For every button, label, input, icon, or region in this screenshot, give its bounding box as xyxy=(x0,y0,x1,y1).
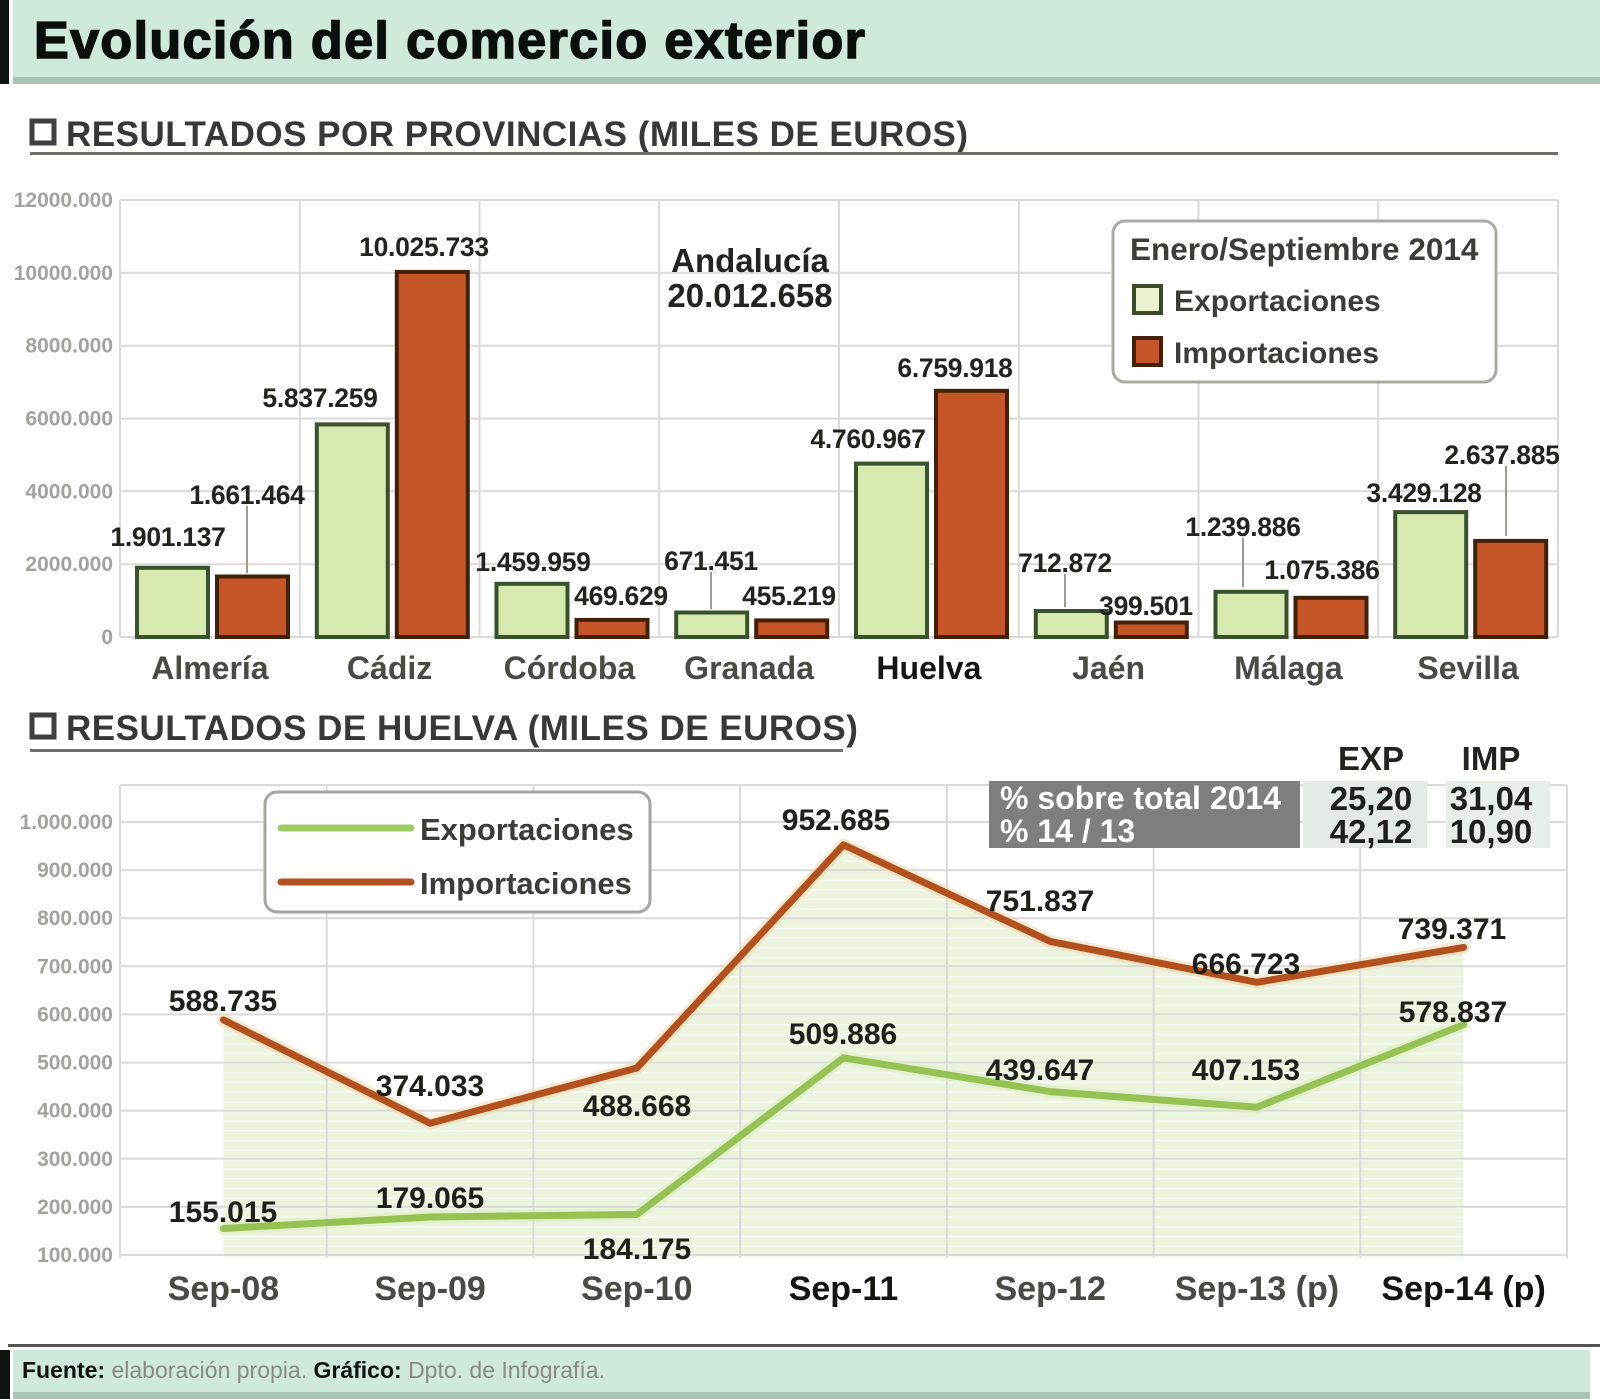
svg-text:739.371: 739.371 xyxy=(1398,913,1506,946)
svg-text:700.000: 700.000 xyxy=(37,955,113,978)
svg-text:4.760.967: 4.760.967 xyxy=(810,424,925,454)
svg-text:1.075.386: 1.075.386 xyxy=(1264,555,1379,585)
svg-text:Fuente: elaboración propia. Gr: Fuente: elaboración propia. Gráfico: Dpt… xyxy=(22,1357,605,1383)
svg-text:42,12: 42,12 xyxy=(1330,813,1413,850)
svg-text:439.647: 439.647 xyxy=(986,1054,1094,1087)
svg-text:374.033: 374.033 xyxy=(376,1070,484,1103)
svg-text:Granada: Granada xyxy=(684,650,814,686)
svg-text:Cádiz: Cádiz xyxy=(347,650,432,686)
svg-text:600.000: 600.000 xyxy=(37,1003,113,1026)
svg-text:200.000: 200.000 xyxy=(37,1196,113,1219)
svg-text:500.000: 500.000 xyxy=(37,1052,113,1075)
svg-text:666.723: 666.723 xyxy=(1192,948,1300,981)
svg-text:952.685: 952.685 xyxy=(782,804,890,837)
svg-text:578.837: 578.837 xyxy=(1399,996,1507,1029)
svg-text:469.629: 469.629 xyxy=(574,581,668,611)
svg-text:2.637.885: 2.637.885 xyxy=(1444,440,1559,470)
svg-text:Sep-09: Sep-09 xyxy=(374,1270,486,1308)
svg-text:1.239.886: 1.239.886 xyxy=(1185,512,1300,542)
svg-text:399.501: 399.501 xyxy=(1099,591,1193,621)
svg-text:Sep-08: Sep-08 xyxy=(168,1270,280,1308)
svg-text:% 14 / 13: % 14 / 13 xyxy=(1000,813,1135,849)
svg-text:455.219: 455.219 xyxy=(742,581,836,611)
svg-text:RESULTADOS POR PROVINCIAS (MIL: RESULTADOS POR PROVINCIAS (MILES DE EURO… xyxy=(66,115,969,154)
svg-text:Evolución del comercio exterio: Evolución del comercio exterior xyxy=(34,12,866,70)
svg-text:Huelva: Huelva xyxy=(876,650,981,686)
svg-text:31,04: 31,04 xyxy=(1450,780,1533,817)
svg-text:Exportaciones: Exportaciones xyxy=(1174,285,1381,318)
svg-text:100.000: 100.000 xyxy=(37,1244,113,1267)
svg-text:12000.000: 12000.000 xyxy=(14,189,113,212)
svg-text:Almería: Almería xyxy=(151,650,269,686)
svg-text:1.000.000: 1.000.000 xyxy=(20,811,113,834)
svg-text:588.735: 588.735 xyxy=(169,985,277,1018)
svg-text:EXP: EXP xyxy=(1338,740,1404,777)
svg-text:Importaciones: Importaciones xyxy=(1174,337,1379,370)
svg-text:Sep-12: Sep-12 xyxy=(994,1270,1106,1308)
svg-text:10.025.733: 10.025.733 xyxy=(359,232,489,262)
svg-text:300.000: 300.000 xyxy=(37,1148,113,1171)
svg-text:5.837.259: 5.837.259 xyxy=(262,383,377,413)
svg-text:3.429.128: 3.429.128 xyxy=(1366,478,1481,508)
svg-text:488.668: 488.668 xyxy=(583,1090,691,1123)
svg-text:Jaén: Jaén xyxy=(1072,650,1145,686)
svg-text:509.886: 509.886 xyxy=(789,1018,897,1051)
svg-text:Exportaciones: Exportaciones xyxy=(420,812,634,847)
svg-text:10000.000: 10000.000 xyxy=(14,262,113,285)
svg-text:4000.000: 4000.000 xyxy=(25,480,113,503)
svg-text:2000.000: 2000.000 xyxy=(25,553,113,576)
svg-text:RESULTADOS DE HUELVA (MILES DE: RESULTADOS DE HUELVA (MILES DE EUROS) xyxy=(66,709,858,748)
svg-text:6.759.918: 6.759.918 xyxy=(897,353,1012,383)
svg-text:10,90: 10,90 xyxy=(1450,813,1533,850)
svg-text:671.451: 671.451 xyxy=(664,546,758,576)
svg-text:712.872: 712.872 xyxy=(1018,548,1112,578)
svg-text:Sep-13 (p): Sep-13 (p) xyxy=(1175,1270,1339,1308)
svg-text:179.065: 179.065 xyxy=(376,1182,484,1215)
svg-text:0: 0 xyxy=(101,626,113,649)
svg-text:400.000: 400.000 xyxy=(37,1100,113,1123)
svg-text:155.015: 155.015 xyxy=(169,1196,277,1229)
svg-text:Málaga: Málaga xyxy=(1234,650,1343,686)
svg-text:751.837: 751.837 xyxy=(986,885,1094,918)
svg-text:184.175: 184.175 xyxy=(583,1233,691,1266)
svg-text:1.459.959: 1.459.959 xyxy=(475,547,590,577)
svg-text:IMP: IMP xyxy=(1462,740,1521,777)
svg-text:1.661.464: 1.661.464 xyxy=(189,480,305,510)
svg-text:900.000: 900.000 xyxy=(37,859,113,882)
svg-text:20.012.658: 20.012.658 xyxy=(667,277,832,314)
svg-text:25,20: 25,20 xyxy=(1330,780,1413,817)
svg-text:1.901.137: 1.901.137 xyxy=(110,522,225,552)
svg-text:Sep-11: Sep-11 xyxy=(789,1270,899,1308)
svg-text:800.000: 800.000 xyxy=(37,907,113,930)
svg-text:6000.000: 6000.000 xyxy=(25,408,113,431)
svg-text:Enero/Septiembre 2014: Enero/Septiembre 2014 xyxy=(1130,231,1479,267)
svg-text:Sevilla: Sevilla xyxy=(1417,650,1519,686)
svg-text:Andalucía: Andalucía xyxy=(671,242,829,279)
svg-text:Sep-14 (p): Sep-14 (p) xyxy=(1381,1270,1545,1308)
svg-text:407.153: 407.153 xyxy=(1192,1054,1300,1087)
svg-text:Importaciones: Importaciones xyxy=(420,866,632,901)
svg-text:Córdoba: Córdoba xyxy=(504,650,636,686)
svg-text:Sep-10: Sep-10 xyxy=(581,1270,693,1308)
svg-text:8000.000: 8000.000 xyxy=(25,335,113,358)
svg-text:% sobre total 2014: % sobre total 2014 xyxy=(1000,780,1281,816)
